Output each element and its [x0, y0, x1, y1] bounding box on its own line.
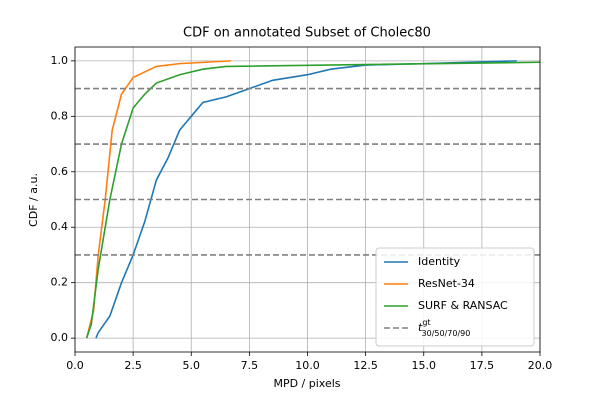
data-line [95, 60, 517, 339]
y-axis-label: CDF / a.u. [27, 173, 40, 227]
legend-box [375, 247, 535, 347]
legend-label: tgt 30/50/70/90 [418, 318, 470, 338]
x-tick-label: 10.0 [295, 359, 320, 372]
legend-label: ResNet-34 [418, 277, 475, 290]
legend-name: SURF & RANSAC [418, 299, 508, 312]
x-axis-label: MPD / pixels [273, 377, 340, 390]
y-tick-label: 1.0 [51, 54, 69, 67]
data-line [85, 61, 541, 339]
x-tick-label: 0.0 [66, 359, 84, 372]
legend-name: ResNet-34 [418, 277, 475, 290]
legend-name: Identity [418, 255, 461, 268]
y-tick-label: 0.6 [51, 165, 69, 178]
chart-title: CDF on annotated Subset of Cholec80 [183, 26, 431, 41]
legend-label: Identity [418, 255, 461, 268]
x-tick-label: 12.5 [353, 359, 378, 372]
x-tick-label: 7.5 [241, 359, 259, 372]
x-tick-label: 2.5 [124, 359, 142, 372]
y-tick-label: 0.8 [51, 109, 69, 122]
plot-frame [74, 46, 541, 353]
legend-sup: gt [422, 318, 430, 327]
legend-label: SURF & RANSAC [418, 299, 508, 312]
x-tick-label: 5.0 [183, 359, 201, 372]
x-tick-label: 20.0 [528, 359, 553, 372]
data-line [85, 60, 231, 339]
y-tick-label: 0.2 [51, 276, 69, 289]
legend-sub: 30/50/70/90 [422, 329, 471, 338]
x-tick-label: 17.5 [470, 359, 495, 372]
legend-name: t [418, 321, 423, 334]
y-tick-label: 0.4 [51, 220, 69, 233]
x-tick-label: 15.0 [412, 359, 437, 372]
y-tick-label: 0.0 [51, 331, 69, 344]
